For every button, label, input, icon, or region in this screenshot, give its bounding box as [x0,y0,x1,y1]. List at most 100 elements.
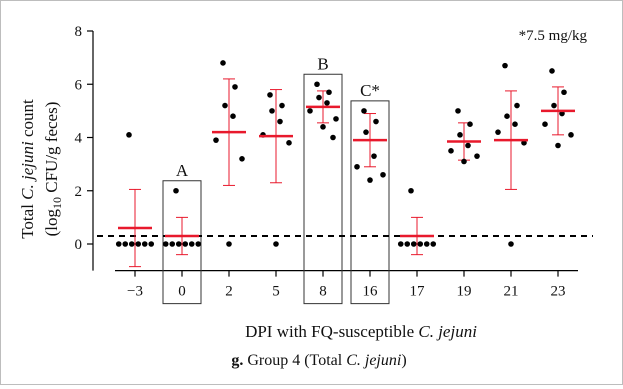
data-point [568,132,574,138]
dose-note: *7.5 mg/kg [519,28,588,44]
data-point [115,241,122,247]
data-point [467,121,473,127]
data-point [457,132,463,138]
data-point [135,241,142,247]
data-point [169,241,176,247]
x-tick-label: 5 [272,284,280,300]
data-point [461,158,467,165]
data-point [495,129,501,135]
data-point [232,84,238,90]
data-point [330,134,336,141]
data-point [417,241,424,247]
data-point [367,177,373,183]
y-axis-title: Total C. jejuni count (log10 CFU/g feces… [18,99,64,239]
data-point [465,142,471,149]
data-point [404,241,411,247]
data-point [408,187,414,194]
data-point [326,89,332,96]
data-point [549,68,555,74]
y-tick-label: 8 [75,24,83,40]
data-point [521,140,527,146]
y-tick-label: 4 [75,131,83,147]
data-point [504,113,510,119]
x-tick-label: 23 [551,284,566,300]
y-tick-label: 2 [75,184,83,200]
data-point [354,163,360,170]
y-tick-label: 0 [75,237,83,253]
data-point [455,108,461,114]
data-point [551,102,557,109]
data-point [128,241,135,247]
x-tick-label: 21 [504,284,519,300]
data-point [230,113,236,119]
figure-caption: g. Group 4 (Total C. jejuni) [231,352,406,369]
data-point [141,241,148,247]
data-point [380,171,386,178]
data-point [512,121,518,127]
data-point [316,94,322,101]
data-point [324,100,330,106]
plot-area: 0 2 4 6 8 −3 0 2 5 8 16 17 19 21 23 A B C* [75,24,593,305]
data-point [363,129,369,135]
x-tick-label: 2 [225,284,233,300]
x-axis-title: DPI with FQ-susceptible C. jejuni [245,322,477,341]
data-point [273,241,279,247]
data-point [220,60,226,66]
data-point [448,148,454,154]
data-point [277,118,283,125]
data-point [195,241,202,247]
x-tick-label: 19 [457,284,472,300]
data-point [542,121,548,127]
data-point [397,241,404,247]
data-point [213,137,219,143]
data-point [188,241,195,247]
svg-text:(log10 CFU/g feces): (log10 CFU/g feces) [42,102,64,237]
data-point [514,102,520,109]
group-box [303,73,343,305]
data-point [148,241,155,247]
data-point [122,241,129,247]
data-point [267,92,273,98]
data-point [320,124,326,130]
data-point [269,108,275,114]
data-point [314,81,320,88]
x-tick-label: 16 [363,284,379,300]
data-point [430,241,437,247]
group-box [350,100,390,305]
group-box-label: C* [360,81,380,100]
data-point [502,62,508,69]
data-point [173,187,179,194]
data-point [286,140,292,146]
data-point [373,118,379,125]
data-point [561,89,567,96]
data-point [162,241,169,247]
data-point [559,110,565,117]
x-tick-label: 8 [319,284,327,300]
data-point [175,241,182,247]
data-point [508,241,514,247]
y-tick-label: 6 [75,77,83,93]
svg-text:Total C. jejuni count: Total C. jejuni count [18,99,37,239]
x-tick-label: 17 [410,284,426,300]
data-point [423,241,430,247]
data-point [555,142,561,149]
data-point [226,241,232,247]
x-tick-label: 0 [178,284,186,300]
data-point [371,153,377,159]
group-box [162,180,202,305]
data-point [239,156,245,162]
x-tick-label: −3 [127,284,143,300]
group-box-label: B [317,54,328,73]
data-point [361,108,367,114]
data-point [222,102,228,109]
data-point [307,108,313,114]
group-box-label: A [176,161,189,180]
data-point [279,102,285,109]
data-point [126,132,132,138]
data-point [410,241,417,247]
data-point [333,116,339,122]
data-point [474,153,480,159]
data-point [182,241,189,247]
